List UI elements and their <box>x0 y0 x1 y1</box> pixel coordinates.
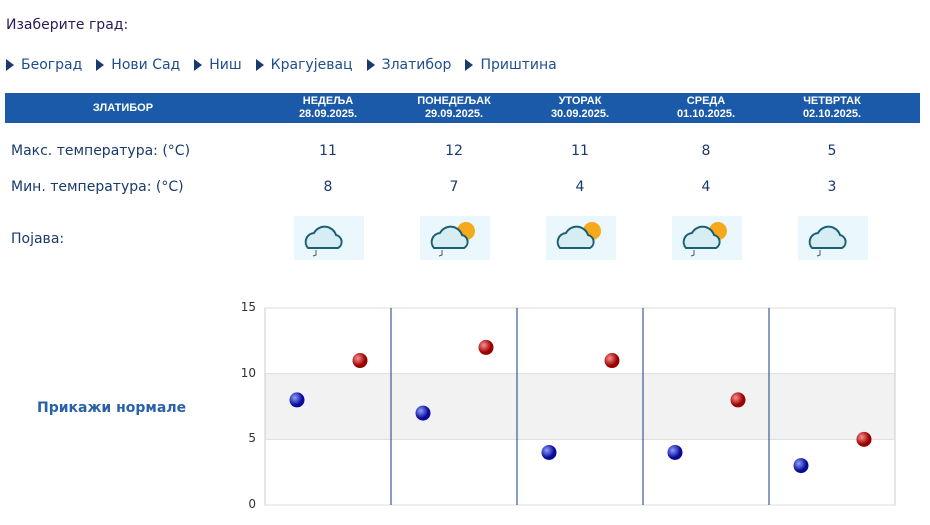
city-link-label: Крагујевац <box>270 57 353 73</box>
cloud-rain-icon <box>294 216 364 260</box>
min-temp-label: Мин. температура: (°C) <box>11 179 184 195</box>
normal-band <box>265 373 895 440</box>
min-temp-point <box>289 392 305 408</box>
partly-cloudy-rain-icon <box>420 216 490 260</box>
city-link[interactable]: Нови Сад <box>96 57 180 73</box>
day-name: СРЕДА <box>686 95 726 107</box>
day-name: ЧЕТВРТАК <box>803 95 861 107</box>
max-temp: 5 <box>827 143 837 159</box>
arrow-icon <box>96 59 105 71</box>
max-temp: 11 <box>319 143 337 159</box>
partly-cloudy-rain-icon <box>672 216 742 260</box>
day-date: 30.09.2025. <box>550 108 610 120</box>
max-temp-point <box>730 392 746 408</box>
day-date: 28.09.2025. <box>298 108 358 120</box>
arrow-icon <box>465 59 474 71</box>
max-temp-label: Макс. температура: (°C) <box>11 143 191 159</box>
min-temp: 4 <box>575 179 585 195</box>
day-date: 29.09.2025. <box>424 108 484 120</box>
max-temp: 11 <box>571 143 589 159</box>
arrow-icon <box>255 59 264 71</box>
y-tick-label: 5 <box>248 431 256 446</box>
city-link-label: Ниш <box>209 57 242 73</box>
min-temp: 8 <box>323 179 333 195</box>
min-temp-point <box>541 444 557 460</box>
max-temp: 12 <box>445 143 463 159</box>
city-link[interactable]: Крагујевац <box>255 57 353 73</box>
city-link-label: Нови Сад <box>111 57 181 73</box>
min-temp-point <box>793 458 809 474</box>
y-tick-label: 15 <box>240 300 256 314</box>
city-list: Београд Нови Сад Ниш Крагујевац Златибор Приш… <box>6 57 571 73</box>
arrow-icon <box>194 59 203 71</box>
y-tick-label: 10 <box>240 365 256 380</box>
min-temp: 4 <box>701 179 711 195</box>
min-temp: 3 <box>827 179 837 195</box>
arrow-icon <box>366 59 375 71</box>
city-link[interactable]: Београд <box>6 57 82 73</box>
min-temp-point <box>415 405 431 421</box>
arrow-icon <box>6 59 14 71</box>
partly-cloudy-icon <box>546 216 616 260</box>
max-temp: 8 <box>701 143 711 159</box>
cloud-rain-icon <box>798 216 868 260</box>
city-link-label: Златибор <box>381 57 452 73</box>
min-temp-point <box>667 444 683 460</box>
city-link-label: Београд <box>21 57 83 73</box>
forecast-header: ЗЛАТИБОР НЕДЕЉА 28.09.2025. ПОНЕДЕЉАК 29.09… <box>5 93 920 123</box>
city-link-label: Приштина <box>480 57 557 73</box>
city-link[interactable]: Приштина <box>465 57 557 73</box>
max-temp-point <box>478 339 494 355</box>
day-date: 01.10.2025. <box>676 108 736 120</box>
show-normals-link[interactable]: Прикажи нормале <box>37 400 187 416</box>
day-name: ПОНЕДЕЉАК <box>417 95 491 107</box>
city-link[interactable]: Ниш <box>194 57 242 73</box>
y-tick-label: 0 <box>248 497 256 511</box>
city-name: ЗЛАТИБОР <box>92 102 154 114</box>
phenomenon-label: Појава: <box>11 231 65 247</box>
day-name: УТОРАК <box>558 95 602 107</box>
select-city-label: Изаберите град: <box>6 17 129 33</box>
city-link[interactable]: Златибор <box>366 57 452 73</box>
max-temp-point <box>352 353 368 369</box>
day-name: НЕДЕЉА <box>302 95 354 107</box>
max-temp-point <box>856 431 872 447</box>
min-temp: 7 <box>449 179 459 195</box>
max-temp-point <box>604 353 620 369</box>
day-date: 02.10.2025. <box>802 108 862 120</box>
